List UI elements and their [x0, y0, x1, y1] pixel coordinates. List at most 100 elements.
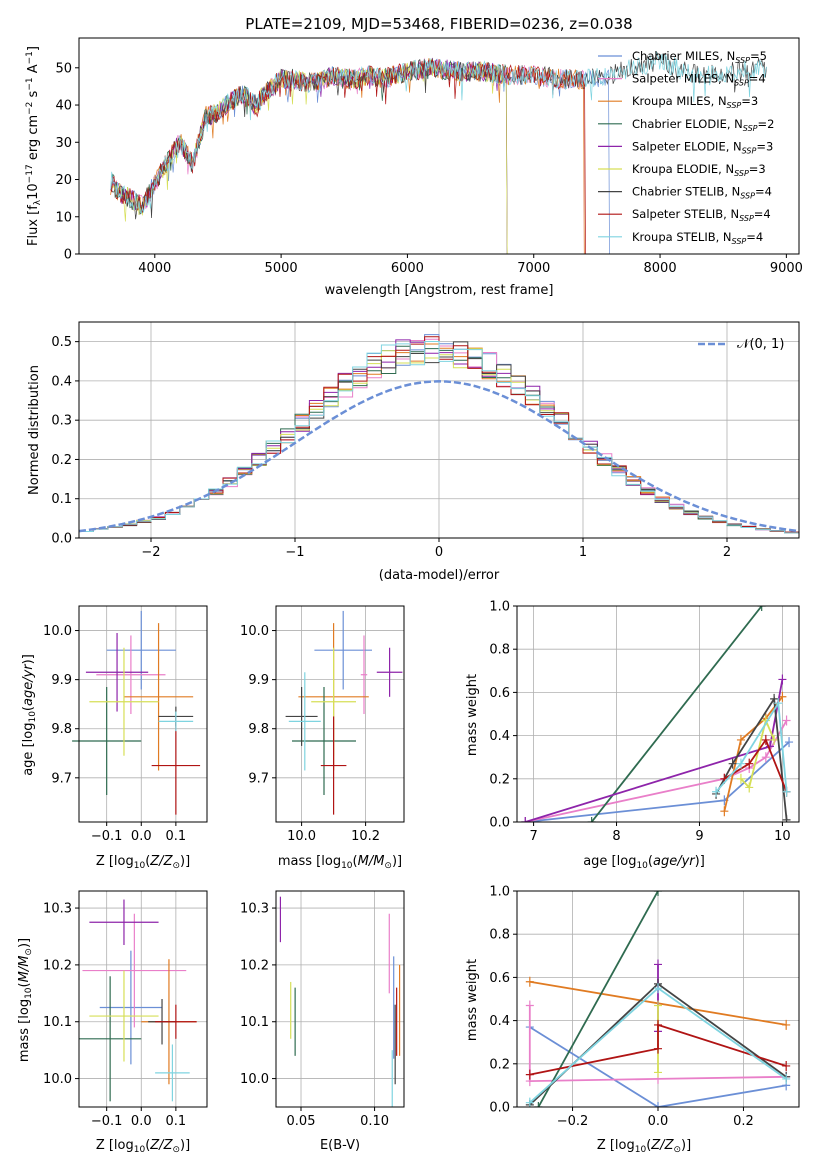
point-salpeter-elodie — [376, 647, 403, 697]
y-tick-label: 9.7 — [51, 771, 72, 786]
y-tick-label: 40 — [55, 99, 72, 114]
y-tick-label: 20 — [55, 173, 72, 188]
x-tick-label: 7 — [529, 829, 537, 844]
x-tick-label: 10 — [774, 829, 791, 844]
y-tick-label: 1.0 — [489, 885, 510, 900]
weight-marker — [778, 674, 787, 685]
y-tick-label: 9.9 — [51, 673, 72, 688]
z-weight-panel: −0.2 0.0 0.2 0.0 0.2 0.4 0.6 0.8 1.0 Z [log10(Z/… — [465, 885, 800, 1155]
y-tick-label: 0.5 — [51, 335, 72, 350]
spectrum-panel: PLATE=2109, MJD=53468, FIBERID=0236, z=0… — [25, 15, 803, 298]
weight-line-chabrier-miles — [529, 1026, 787, 1107]
z-age-ylabel: age [log10(age/yr)] — [21, 654, 38, 776]
z-age-xlabel: Z [log10(Z/Z⊙)] — [96, 854, 190, 871]
x-tick-label: 0.2 — [733, 1114, 754, 1129]
weight-marker — [728, 758, 737, 769]
x-tick-label: 0 — [435, 545, 443, 560]
point-chabrier-elodie — [79, 976, 142, 1102]
spectrum-line-kroupa-miles — [110, 58, 585, 255]
data-layer — [525, 891, 791, 1107]
x-tick-label: −2 — [141, 545, 160, 560]
weight-line-kroupa-miles — [723, 696, 784, 812]
panel-frame — [275, 605, 405, 823]
y-tick-label: 0.6 — [489, 686, 510, 701]
legend-label-kroupa-elodie: Kroupa ELODIE, NSSP=3 — [632, 162, 766, 178]
x-tick-label: 0.0 — [131, 1114, 152, 1129]
weight-marker — [654, 1067, 662, 1078]
mass-age-panel: 10.0 10.2 9.7 9.8 9.9 10.0 mass [log10(M/M⊙)] — [240, 605, 405, 871]
weight-marker — [757, 606, 766, 611]
y-tick-label: 0.1 — [51, 492, 72, 507]
weight-marker — [654, 891, 662, 896]
point-chabrier-elodie — [292, 687, 356, 795]
weight-marker — [782, 1019, 791, 1030]
x-tick-label: 2 — [723, 545, 731, 560]
y-tick-label: 0.4 — [51, 374, 72, 389]
residual-legend: 𝒩(0, 1) — [698, 337, 784, 352]
axis-layer: −0.1 0.0 0.1 10.0 10.1 10.2 10.3 — [43, 902, 186, 1129]
weight-line-salpeter-miles — [528, 1005, 787, 1083]
weight-line-kroupa-stelib — [715, 700, 788, 793]
y-tick-label: 0.8 — [489, 928, 510, 943]
z-mass-xlabel: Z [log10(Z/Z⊙)] — [96, 1138, 190, 1155]
grid-layer — [276, 891, 404, 1107]
y-tick-label: 0.0 — [51, 532, 72, 547]
weight-marker — [525, 1069, 534, 1080]
x-tick-label: −0.2 — [557, 1114, 589, 1129]
y-tick-label: 10.0 — [240, 624, 269, 639]
data-layer — [285, 610, 403, 815]
weight-marker — [525, 1000, 534, 1011]
x-tick-label: 8000 — [644, 261, 677, 276]
y-tick-label: 10.3 — [43, 902, 72, 917]
spectrum-line-salpeter-stelib — [110, 59, 586, 255]
weight-line-salpeter-elodie — [525, 679, 784, 822]
age-weight-ylabel: mass weight — [465, 674, 480, 756]
x-tick-label: 9 — [695, 829, 703, 844]
weight-marker — [654, 959, 662, 970]
y-tick-label: 0.4 — [489, 1014, 510, 1029]
y-tick-label: 0.3 — [51, 414, 72, 429]
axis-layer: 10.0 10.2 9.7 9.8 9.9 10.0 — [240, 624, 380, 844]
spectrum-line-chabrier-stelib — [110, 52, 767, 220]
point-chabrier-stelib — [285, 687, 318, 746]
weight-marker — [534, 1102, 543, 1107]
x-tick-label: 0.1 — [166, 1114, 187, 1129]
grid-layer — [79, 891, 207, 1107]
weight-line-kroupa-elodie — [740, 717, 775, 790]
axis-layer: −0.2 0.0 0.2 0.0 0.2 0.4 0.6 0.8 1.0 — [489, 885, 753, 1130]
z-mass-ylabel: mass [log10(M/M⊙)] — [17, 938, 34, 1062]
weight-marker — [736, 758, 745, 769]
x-tick-label: 0.05 — [287, 1114, 316, 1129]
grid-layer — [517, 605, 799, 823]
panel-frame — [78, 890, 208, 1108]
panel-frame — [275, 890, 405, 1108]
weight-marker — [745, 758, 754, 769]
point-salpeter-miles — [82, 913, 187, 1028]
data-layer — [72, 610, 201, 815]
x-tick-label: 7000 — [517, 261, 550, 276]
point-salpeter-stelib — [151, 716, 201, 815]
x-tick-label: −0.1 — [91, 829, 123, 844]
weight-marker — [712, 786, 721, 797]
weight-marker — [654, 1000, 662, 1011]
y-tick-label: 9.9 — [248, 673, 269, 688]
weight-marker — [525, 976, 534, 987]
x-tick-label: 0.0 — [648, 1114, 669, 1129]
weight-marker — [720, 806, 729, 817]
y-tick-label: 10.2 — [43, 958, 72, 973]
weight-marker — [761, 734, 770, 745]
spectrum-title: PLATE=2109, MJD=53468, FIBERID=0236, z=0… — [245, 15, 632, 33]
x-tick-label: 9000 — [770, 261, 803, 276]
data-layer — [79, 899, 197, 1102]
x-tick-label: −1 — [285, 545, 304, 560]
weight-line-chabrier-elodie — [590, 606, 763, 822]
point-salpeter-stelib — [320, 716, 347, 815]
age-weight-xlabel: age [log10(age/yr)] — [583, 854, 705, 871]
z-weight-xlabel: Z [log10(Z/Z⊙)] — [597, 1138, 691, 1155]
data-layer — [521, 606, 794, 822]
weight-marker — [587, 817, 596, 822]
y-tick-label: 10.1 — [240, 1015, 269, 1030]
panel-frame — [78, 605, 208, 823]
weight-marker — [770, 734, 779, 745]
weight-marker — [521, 817, 530, 822]
